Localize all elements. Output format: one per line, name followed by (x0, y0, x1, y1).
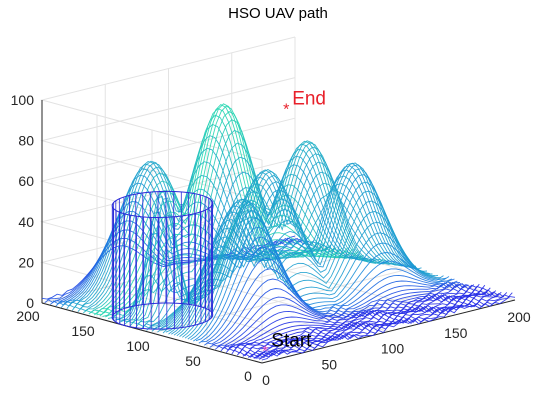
surface-line (231, 284, 486, 355)
surface-line (182, 200, 436, 338)
cylinder-obstacle (111, 190, 214, 330)
x-tick-label: 50 (321, 356, 337, 372)
surface-line (140, 161, 395, 330)
y-tick-label: 50 (185, 353, 201, 369)
z-tick-label: 20 (18, 254, 34, 270)
surface-line (195, 236, 450, 342)
annotations: *Start*End (262, 89, 326, 361)
y-tick-label: 100 (126, 338, 150, 354)
surface-line (99, 105, 354, 317)
chart-title: HSO UAV path (228, 5, 328, 22)
surface-line (135, 146, 389, 329)
surface-line (204, 268, 458, 346)
surface-mesh (41, 103, 516, 361)
surface-line (187, 210, 441, 340)
annotation-label-start: Start (271, 331, 312, 352)
surface-line (179, 198, 433, 337)
surface-line (217, 283, 472, 350)
surface-line (236, 287, 491, 356)
z-tick-label: 40 (18, 214, 34, 230)
surface-line (88, 114, 343, 315)
surface-line (201, 257, 455, 343)
y-tick-label: 0 (244, 368, 252, 384)
surface-line (138, 153, 392, 327)
annotation-label-end: End (292, 89, 326, 110)
cylinder-rim (111, 190, 214, 218)
surface-line (165, 164, 419, 333)
z-tick-label: 60 (18, 173, 34, 189)
y-tick-label: 150 (71, 323, 95, 339)
surface-line (176, 190, 430, 337)
surface-line (58, 191, 312, 306)
surface-line (190, 217, 444, 341)
surface-line (228, 285, 483, 352)
surface-line (239, 289, 494, 357)
surface-line (242, 290, 497, 357)
surface-line (41, 235, 296, 300)
surface-line (261, 296, 516, 361)
x-tick-label: 100 (381, 341, 405, 357)
axis-line (261, 299, 516, 364)
x-tick-label: 150 (444, 325, 468, 341)
cylinder-rim (111, 302, 214, 330)
surface-line (71, 160, 326, 311)
surface-line (215, 283, 469, 350)
surface-line (113, 156, 367, 321)
surface-line (250, 292, 505, 359)
annotation-marker: * (262, 344, 268, 361)
surface-line (184, 204, 439, 339)
annotation-marker: * (283, 102, 289, 119)
surface-line (193, 226, 447, 342)
surface-line (91, 107, 345, 315)
x-tick-label: 0 (262, 372, 270, 388)
grid-line-floor-x (231, 255, 452, 317)
surface-line (198, 247, 452, 344)
x-tick-label: 200 (507, 309, 531, 325)
surface-line (209, 281, 463, 348)
surface-line (129, 140, 384, 327)
surface-line (121, 148, 375, 323)
surface-line (256, 294, 510, 359)
axis-line (41, 302, 263, 364)
z-tick-label: 80 (18, 133, 34, 149)
z-tick-label: 0 (26, 295, 34, 311)
y-tick-label: 200 (16, 308, 40, 324)
z-tick-label: 100 (11, 92, 35, 108)
surface-line (96, 103, 351, 315)
surface-line (102, 110, 356, 317)
